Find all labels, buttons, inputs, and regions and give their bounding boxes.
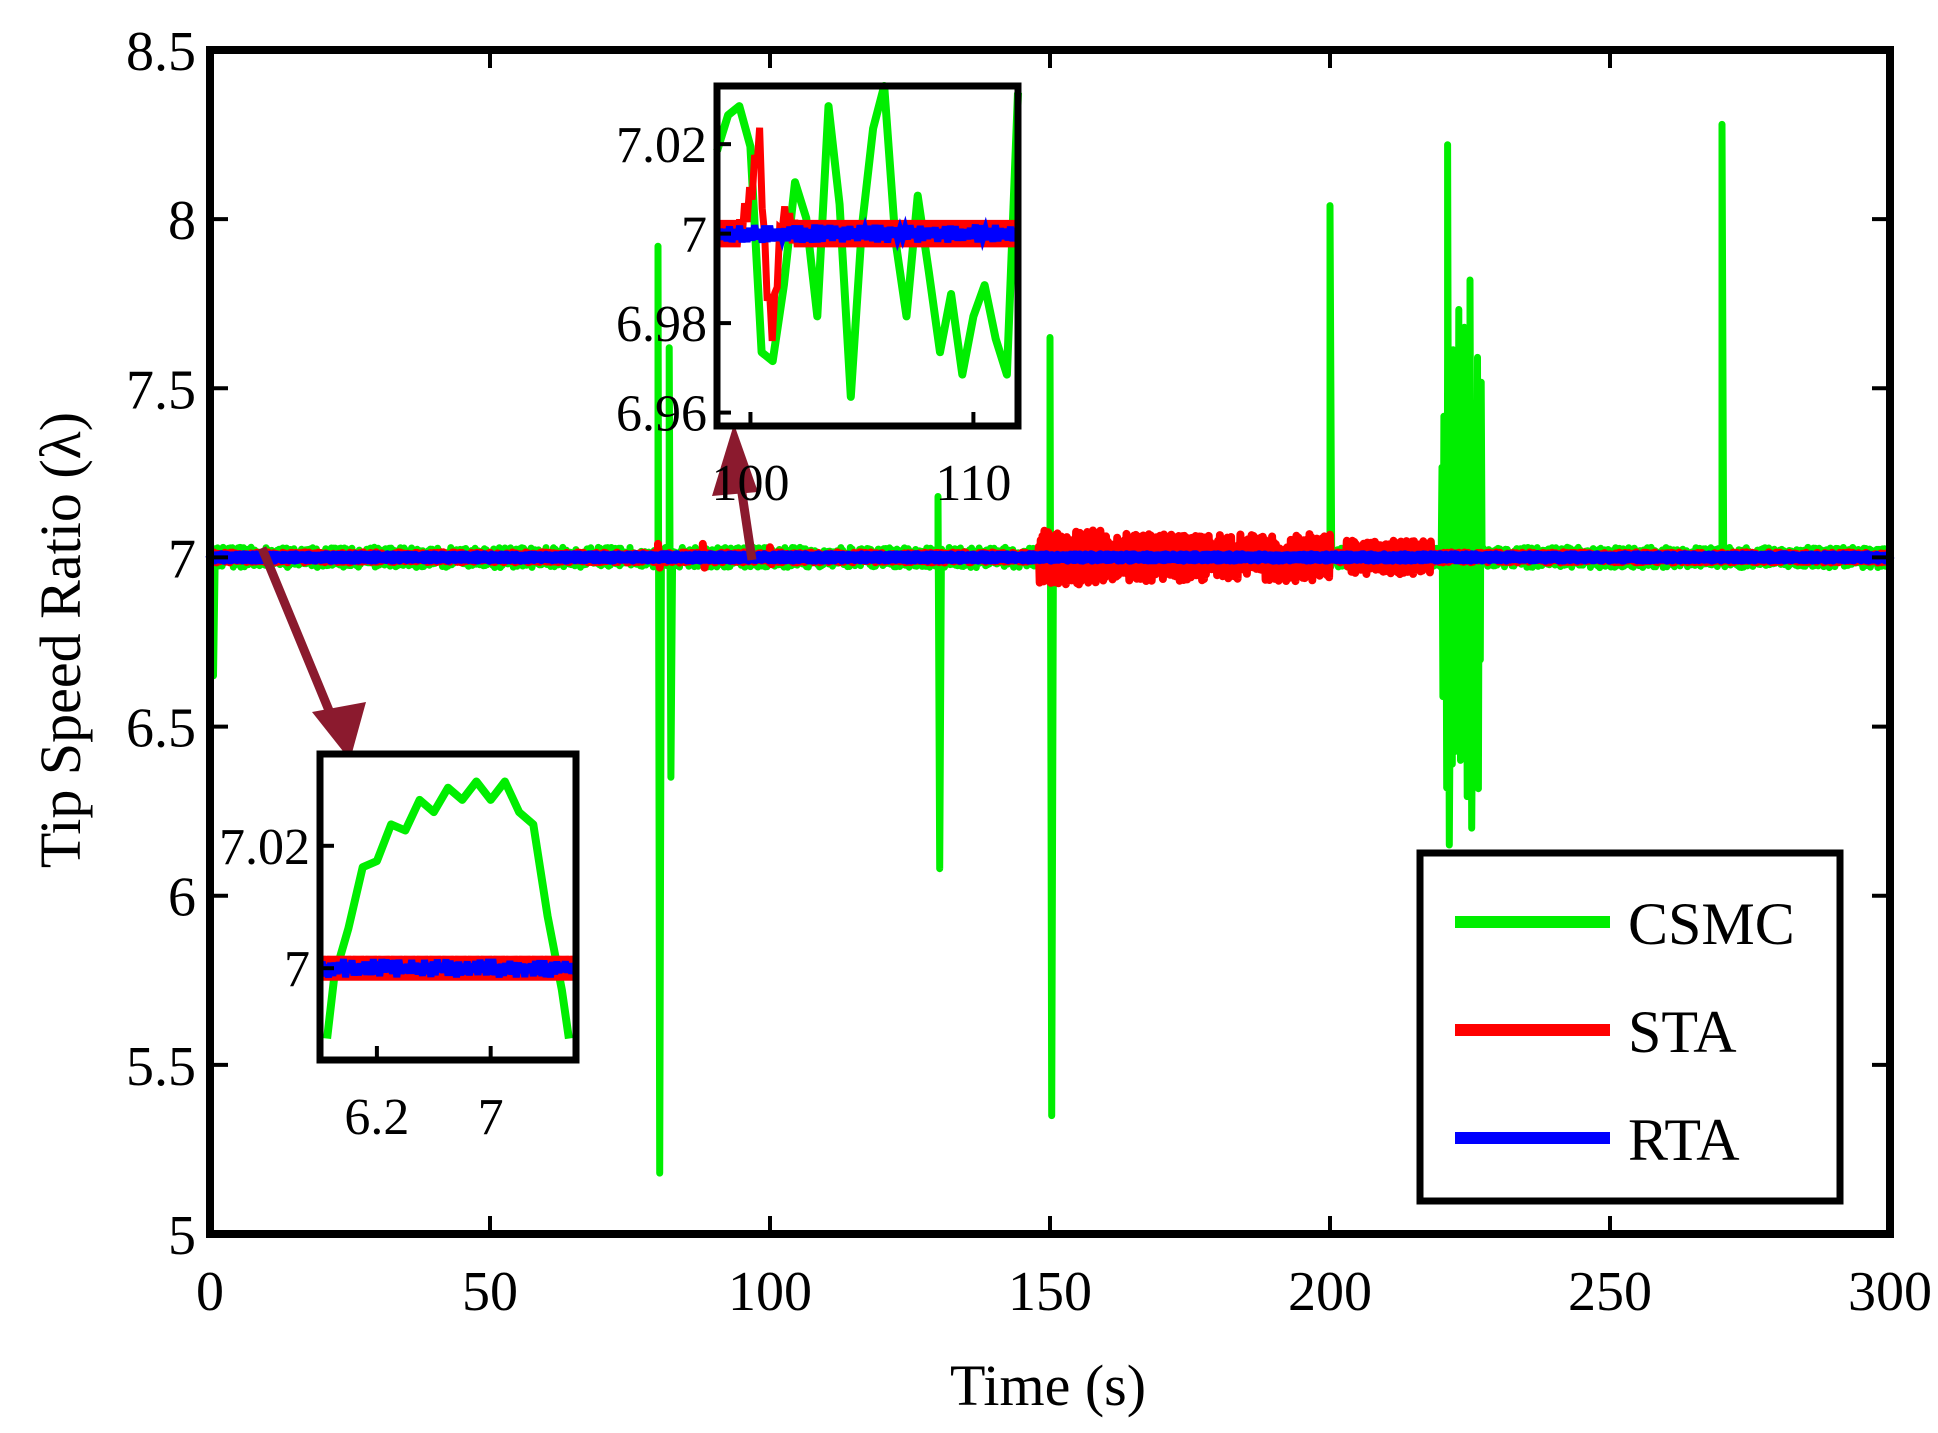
x-tick-label: 300	[1848, 1261, 1932, 1323]
y-tick-label: 6	[168, 867, 196, 929]
x-axis-label: Time (s)	[950, 1353, 1146, 1418]
inset-1-csmc-line	[323, 777, 573, 1040]
x-tick-label: 250	[1568, 1261, 1652, 1323]
inset-y-tick-label: 6.96	[616, 386, 707, 443]
y-tick-label: 7.5	[126, 359, 196, 421]
inset-1-sta-line	[316, 955, 580, 981]
x-tick-label: 100	[728, 1261, 812, 1323]
y-tick-label: 7	[168, 528, 196, 590]
legend-label-sta: STA	[1628, 999, 1737, 1065]
inset-2-frame	[713, 82, 1022, 430]
legend-item-rta: RTA	[1455, 1107, 1740, 1173]
inset-2-ticks: 100 110 6.96 6.98 7 7.02	[616, 117, 1011, 512]
x-axis-ticks: 0 50 100 150 200 250 300	[196, 50, 1932, 1323]
inset-x-tick-label: 110	[935, 455, 1011, 512]
inset-y-tick-label: 7.02	[616, 117, 707, 174]
inset-y-tick-label: 7	[284, 941, 310, 998]
y-axis-ticks: 5 5.5 6 6.5 7 7.5 8 8.5	[126, 21, 1890, 1267]
inset-y-tick-label: 7	[681, 207, 707, 264]
inset-zoom-around-100s: 100 110 6.96 6.98 7 7.02	[616, 82, 1022, 512]
zoom-arrows	[257, 424, 758, 760]
series-line-rta	[205, 550, 1895, 565]
inset-y-tick-label: 7.02	[219, 819, 310, 876]
main-series-group	[205, 120, 1895, 1177]
inset-1-rta-line	[316, 958, 580, 978]
inset-y-tick-label: 6.98	[616, 296, 707, 353]
inset-1-background	[320, 754, 576, 1060]
inset-2-sta-line	[713, 127, 1022, 342]
inset-x-tick-label: 6.2	[344, 1089, 409, 1146]
y-tick-label: 5	[168, 1205, 196, 1267]
y-tick-label: 8.5	[126, 21, 196, 83]
y-tick-label: 6.5	[126, 698, 196, 760]
y-tick-label: 5.5	[126, 1036, 196, 1098]
inset-2-rta-line	[713, 215, 1022, 252]
arrow-head-inset-2	[712, 424, 758, 496]
inset-1-series-group	[316, 777, 580, 1040]
x-tick-label: 150	[1008, 1261, 1092, 1323]
x-tick-label: 50	[462, 1261, 518, 1323]
legend: CSMC STA RTA	[1416, 849, 1844, 1205]
x-tick-label: 200	[1288, 1261, 1372, 1323]
inset-zoom-around-7s: 6.2 7 7 7.02	[219, 750, 580, 1146]
legend-item-sta: STA	[1455, 999, 1737, 1065]
legend-label-csmc: CSMC	[1628, 891, 1795, 957]
inset-1-frame	[316, 750, 580, 1064]
legend-item-csmc: CSMC	[1455, 891, 1795, 957]
inset-x-tick-label: 7	[478, 1089, 504, 1146]
inset-x-tick-label: 100	[711, 455, 789, 512]
inset-1-ticks: 6.2 7 7 7.02	[219, 819, 504, 1146]
y-tick-label: 8	[168, 190, 196, 252]
legend-label-rta: RTA	[1628, 1107, 1740, 1173]
inset-2-csmc-line	[713, 82, 1022, 401]
x-tick-label: 0	[196, 1261, 224, 1323]
y-axis-label: Tip Speed Ratio (λ)	[28, 412, 93, 868]
inset-2-series-group	[713, 82, 1022, 401]
arrow-head-inset-1	[312, 702, 366, 760]
